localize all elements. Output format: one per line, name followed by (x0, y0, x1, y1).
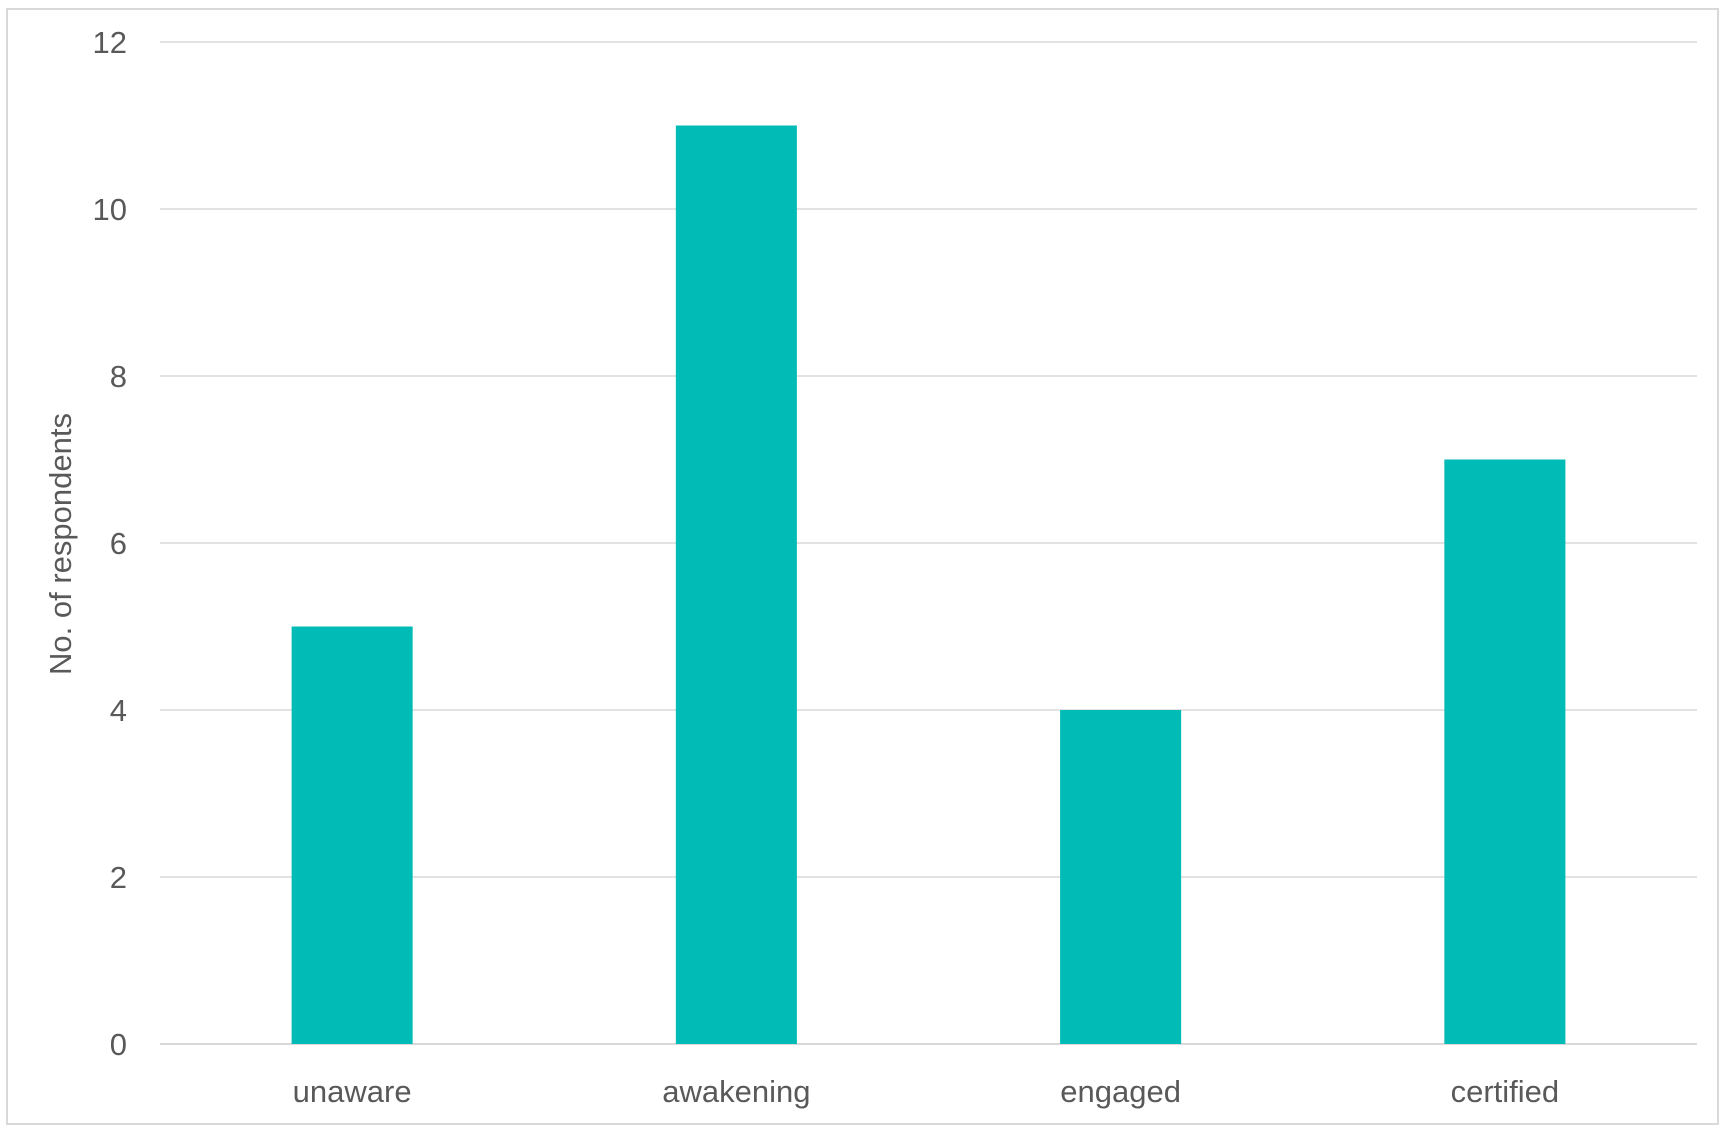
x-axis-ticks: unaware awakening engaged certified (293, 1074, 1559, 1109)
y-axis-title: No. of respondents (43, 413, 78, 675)
y-tick-label: 0 (110, 1027, 127, 1062)
gridlines (160, 41, 1697, 1045)
bar-engaged (1060, 710, 1182, 1044)
x-tick-label: engaged (1060, 1074, 1181, 1109)
y-axis-ticks: 0 2 4 6 8 10 12 (93, 25, 127, 1062)
y-tick-label: 8 (110, 359, 127, 394)
x-tick-label: awakening (662, 1074, 810, 1109)
bar-certified (1444, 459, 1566, 1044)
bars (291, 125, 1566, 1044)
y-tick-label: 2 (110, 860, 127, 895)
y-tick-label: 6 (110, 526, 127, 561)
bar-awakening (675, 125, 797, 1044)
x-tick-label: certified (1451, 1074, 1560, 1109)
y-tick-label: 12 (93, 25, 127, 60)
y-tick-label: 10 (93, 192, 127, 227)
bar-unaware (291, 626, 413, 1044)
y-tick-label: 4 (110, 693, 127, 728)
x-tick-label: unaware (293, 1074, 412, 1109)
chart-frame (6, 8, 1719, 1125)
